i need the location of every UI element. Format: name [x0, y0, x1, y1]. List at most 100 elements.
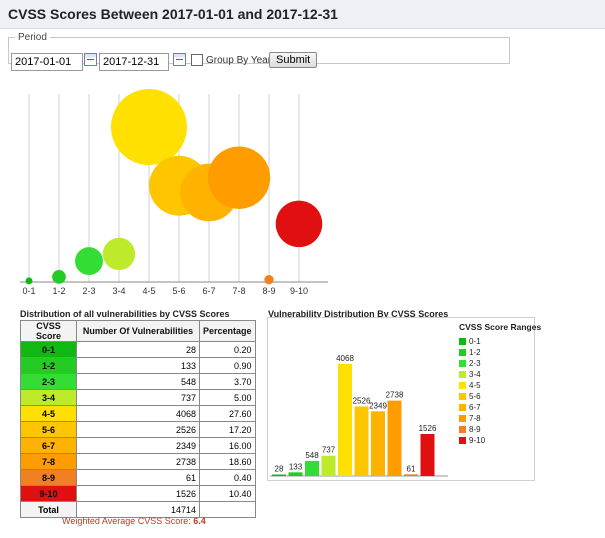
- distribution-table: CVSS Score Number Of Vulnerabilities Per…: [20, 320, 256, 518]
- weighted-average-label: Weighted Average CVSS Score:: [62, 516, 191, 526]
- count-cell: 737: [76, 389, 200, 406]
- legend-label: 8-9: [469, 424, 481, 434]
- start-calendar-icon[interactable]: [84, 53, 97, 66]
- count-cell: 2349: [76, 437, 200, 454]
- x-tick-label: 6-7: [202, 286, 215, 296]
- percentage-cell: 17.20: [199, 421, 256, 438]
- table-row: 6-7 2349 16.00: [20, 437, 256, 454]
- bar-value-label: 2738: [386, 391, 404, 400]
- start-date-input[interactable]: [11, 53, 83, 71]
- bar-value-label: 1526: [419, 424, 437, 433]
- legend-item: 0-1: [459, 336, 541, 347]
- bar-value-label: 2349: [369, 401, 387, 410]
- bar-5-6[interactable]: [354, 406, 369, 476]
- score-cell: 5-6: [20, 421, 77, 438]
- count-cell: 61: [76, 469, 200, 486]
- header-number-of-vulnerabilities: Number Of Vulnerabilities: [76, 320, 200, 342]
- bubble-chart: 0-1 1-2 2-3 3-4 4-5 5-6 6-7 7-8 8-9 9-10: [20, 89, 328, 296]
- legend-item: 9-10: [459, 435, 541, 446]
- legend-swatch: [459, 382, 466, 389]
- table-row: 8-9 61 0.40: [20, 469, 256, 486]
- legend-swatch: [459, 415, 466, 422]
- legend-item: 4-5: [459, 380, 541, 391]
- legend-label: 9-10: [469, 435, 486, 445]
- percentage-cell: 16.00: [199, 437, 256, 454]
- bar-value-label: 737: [322, 446, 336, 455]
- bar-0-1[interactable]: [272, 474, 286, 477]
- bubble-7-8[interactable]: [207, 146, 271, 209]
- total-percentage: [199, 501, 256, 518]
- bubble-1-2[interactable]: [52, 270, 66, 284]
- bar-9-10[interactable]: [420, 433, 435, 476]
- bar-1-2[interactable]: [288, 472, 303, 476]
- end-date-input[interactable]: [99, 53, 169, 71]
- percentage-cell: 18.60: [199, 453, 256, 470]
- group-by-year-checkbox[interactable]: [191, 54, 203, 66]
- legend-swatch: [459, 360, 466, 367]
- table-row: 5-6 2526 17.20: [20, 421, 256, 438]
- table-header-row: CVSS Score Number Of Vulnerabilities Per…: [20, 320, 256, 342]
- x-tick-label: 8-9: [262, 286, 275, 296]
- page-title: CVSS Scores Between 2017-01-01 and 2017-…: [8, 6, 338, 22]
- legend-label: 3-4: [469, 369, 481, 379]
- legend-swatch: [459, 393, 466, 400]
- bubble-8-9[interactable]: [264, 275, 274, 285]
- submit-button[interactable]: Submit: [269, 52, 318, 68]
- weighted-average-value: 6.4: [193, 516, 206, 526]
- count-cell: 4068: [76, 405, 200, 422]
- bar-6-7[interactable]: [371, 411, 385, 476]
- table-row: 2-3 548 3.70: [20, 373, 256, 390]
- group-by-year-label: Group By Year: [206, 55, 272, 66]
- legend-swatch: [459, 437, 466, 444]
- legend-swatch: [459, 404, 466, 411]
- legend-item: 2-3: [459, 358, 541, 369]
- score-cell: 0-1: [20, 341, 77, 358]
- table-row: 3-4 737 5.00: [20, 389, 256, 406]
- percentage-cell: 0.20: [199, 341, 256, 358]
- legend-label: 4-5: [469, 380, 481, 390]
- total-count: 14714: [76, 501, 200, 518]
- bar-8-9[interactable]: [404, 474, 418, 476]
- x-tick-label: 0-1: [22, 286, 35, 296]
- percentage-cell: 3.70: [199, 373, 256, 390]
- legend-label: 2-3: [469, 358, 481, 368]
- bar-value-label: 548: [305, 451, 319, 460]
- bar-4-5[interactable]: [338, 364, 352, 476]
- bubble-4-5[interactable]: [111, 89, 187, 165]
- count-cell: 2526: [76, 421, 200, 438]
- x-tick-label: 2-3: [82, 286, 95, 296]
- bar-7-8[interactable]: [387, 400, 402, 476]
- table-row: 1-2 133 0.90: [20, 357, 256, 374]
- table-row: 9-10 1526 10.40: [20, 485, 256, 502]
- legend-swatch: [459, 371, 466, 378]
- x-tick-label: 9-10: [290, 286, 308, 296]
- score-cell: 7-8: [20, 453, 77, 470]
- score-cell: 3-4: [20, 389, 77, 406]
- bubble-3-4[interactable]: [102, 237, 136, 271]
- end-calendar-icon[interactable]: [173, 53, 186, 66]
- legend-item: 8-9: [459, 424, 541, 435]
- table-row: 7-8 2738 18.60: [20, 453, 256, 470]
- bubble-0-1[interactable]: [25, 277, 33, 285]
- score-cell: 9-10: [20, 485, 77, 502]
- bar-value-label: 133: [289, 462, 303, 471]
- count-cell: 133: [76, 357, 200, 374]
- bubble-2-3[interactable]: [75, 247, 103, 276]
- legend-item: 7-8: [459, 413, 541, 424]
- x-tick-label: 4-5: [142, 286, 155, 296]
- bar-2-3[interactable]: [305, 460, 319, 476]
- x-tick-label: 1-2: [52, 286, 65, 296]
- bubble-9-10[interactable]: [275, 200, 323, 248]
- bar-3-4[interactable]: [321, 455, 336, 476]
- header-percentage: Percentage: [199, 320, 256, 342]
- legend-label: 7-8: [469, 413, 481, 423]
- bar-value-label: 4068: [336, 354, 354, 363]
- legend-swatch: [459, 338, 466, 345]
- x-tick-label: 7-8: [232, 286, 245, 296]
- bar-value-label: 28: [275, 465, 284, 474]
- count-cell: 2738: [76, 453, 200, 470]
- table-row: 4-5 4068 27.60: [20, 405, 256, 422]
- bar-value-label: 2526: [353, 396, 371, 405]
- legend-label: 6-7: [469, 402, 481, 412]
- score-cell: 2-3: [20, 373, 77, 390]
